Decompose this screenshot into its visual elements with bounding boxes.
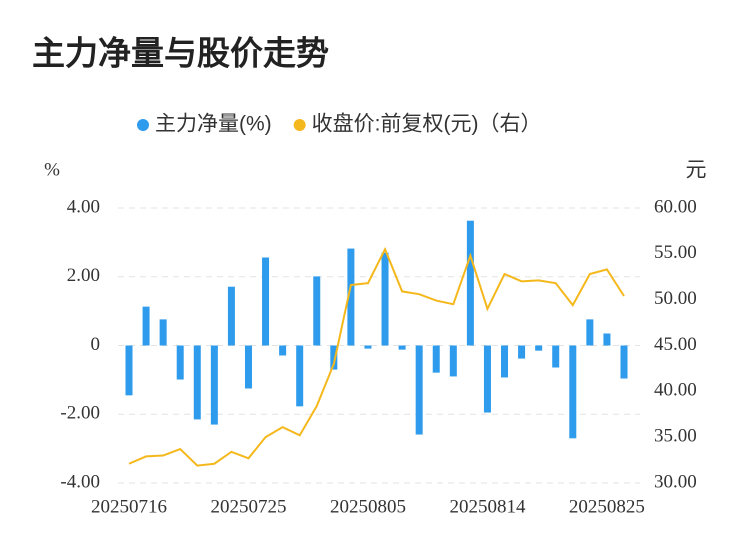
- y-tick-label: -2.00: [60, 403, 100, 424]
- y-axis-title: %: [44, 159, 60, 180]
- y2-tick-label: 35.00: [654, 426, 697, 447]
- bar: [330, 345, 338, 370]
- y-tick-label: 2.00: [67, 265, 100, 286]
- bar: [296, 345, 304, 407]
- bar: [381, 252, 389, 346]
- bar: [466, 220, 474, 346]
- bar: [586, 319, 594, 346]
- price-line: [128, 246, 625, 467]
- x-tick-label: 20250825: [569, 496, 645, 517]
- x-tick-label: 20250805: [330, 496, 406, 517]
- bar: [210, 345, 218, 425]
- bar: [432, 345, 440, 373]
- x-tick-label: 20250814: [449, 496, 526, 517]
- bar: [415, 345, 423, 435]
- bar: [552, 345, 560, 368]
- y2-tick-label: 60.00: [654, 196, 697, 217]
- legend-marker: [293, 119, 306, 131]
- y2-tick-label: 50.00: [654, 288, 697, 309]
- bar: [142, 306, 150, 346]
- bar: [262, 257, 270, 346]
- bar: [176, 345, 184, 380]
- bar: [603, 333, 611, 346]
- bar: [364, 345, 372, 349]
- y-tick-label: -4.00: [60, 471, 100, 492]
- bar: [125, 345, 133, 396]
- bar: [449, 345, 457, 377]
- x-tick-label: 20250716: [91, 496, 167, 517]
- legend-marker: [137, 119, 149, 131]
- y2-tick-label: 45.00: [654, 334, 697, 355]
- bar: [244, 345, 252, 389]
- bar: [313, 276, 321, 346]
- bar: [518, 345, 526, 359]
- bar: [501, 345, 509, 378]
- legend-label: 收盘价:前复权(元)（右）: [312, 113, 542, 136]
- bar: [193, 345, 201, 420]
- bar: [569, 345, 577, 439]
- bar: [279, 345, 287, 356]
- bar: [398, 345, 406, 350]
- bar: [159, 319, 167, 346]
- y-tick-label: 0: [91, 334, 101, 355]
- bar: [483, 345, 491, 413]
- y2-tick-label: 55.00: [654, 242, 697, 263]
- y2-tick-label: 40.00: [654, 380, 697, 401]
- legend-label: 主力净量(%): [155, 113, 272, 136]
- bar: [620, 345, 628, 379]
- y-tick-label: 4.00: [67, 196, 100, 217]
- x-tick-label: 20250725: [210, 496, 286, 517]
- bar: [227, 286, 235, 346]
- y2-tick-label: 30.00: [654, 471, 697, 492]
- bar: [347, 248, 355, 346]
- y2-axis-title: 元: [686, 159, 707, 182]
- chart-title: 主力净量与股价走势: [32, 35, 329, 72]
- bar: [535, 345, 543, 351]
